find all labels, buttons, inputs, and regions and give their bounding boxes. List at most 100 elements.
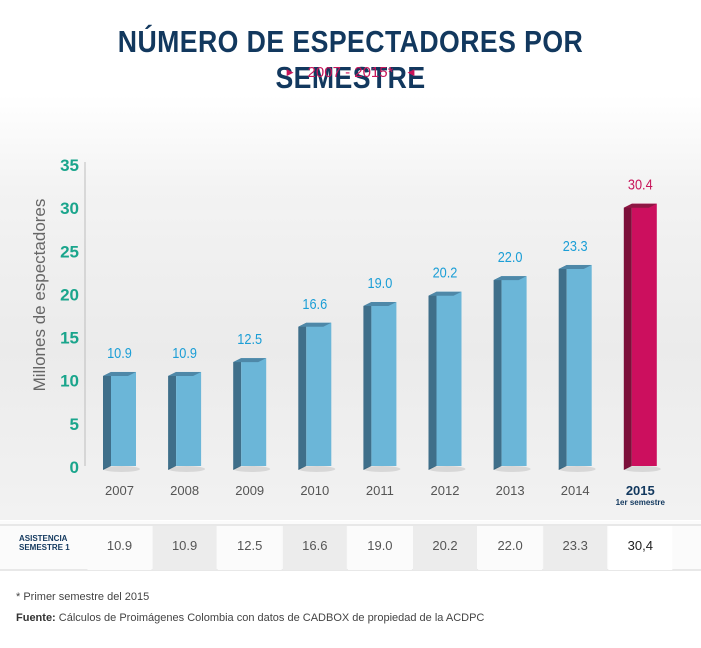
- x-tick-label: 2013: [496, 483, 525, 498]
- y-axis-title: Millones de espectadores: [30, 199, 49, 392]
- bar: [298, 322, 336, 472]
- x-tick-label: 2008: [170, 483, 199, 498]
- bar-front: [111, 371, 136, 466]
- table-cell: [478, 526, 543, 570]
- bar-shadow: [428, 466, 466, 472]
- bar: [103, 371, 140, 472]
- table-cell-value: 22.0: [497, 538, 522, 553]
- table-cell-value: 16.6: [302, 538, 327, 553]
- data-label: 16.6: [302, 295, 327, 312]
- bar: [168, 371, 206, 472]
- data-label: 10.9: [107, 344, 132, 361]
- bar-top: [493, 276, 527, 281]
- x-tick-label: 2014: [561, 483, 590, 498]
- bar-front: [566, 264, 592, 466]
- bar: [623, 203, 661, 472]
- y-tick-label: 15: [60, 329, 79, 348]
- subtitle-text: 2007 - 2015*: [307, 64, 394, 81]
- bar-front: [371, 302, 397, 466]
- arrow-right-icon: ▶: [286, 67, 294, 77]
- bar-top: [233, 358, 267, 363]
- table-cell-value: 10.9: [107, 538, 132, 553]
- bar-top: [623, 203, 657, 208]
- bar-side: [298, 322, 307, 470]
- notes: * Primer semestre del 2015 Fuente: Cálcu…: [16, 587, 484, 629]
- y-tick-label: 25: [60, 242, 79, 261]
- table-cell: [282, 526, 347, 570]
- arrow-left-icon: ◀: [407, 67, 415, 77]
- bar-top: [558, 264, 592, 269]
- y-tick-label: 20: [60, 285, 79, 304]
- bar: [493, 276, 531, 472]
- bar-front: [436, 291, 462, 466]
- bar-shadow: [623, 466, 661, 472]
- source-note: Fuente: Cálculos de Proimágenes Colombia…: [16, 608, 484, 629]
- bar-side: [103, 371, 111, 470]
- table-cell-value: 12.5: [237, 538, 262, 553]
- table-cell-value: 20.2: [432, 538, 457, 553]
- bar-top: [428, 291, 462, 296]
- table-cell: [543, 526, 608, 570]
- bar-side: [623, 203, 632, 471]
- bar-side: [493, 276, 502, 470]
- bar-front: [501, 276, 527, 466]
- data-label: 20.2: [433, 264, 458, 281]
- table-row-label: SEMESTRE 1: [19, 543, 70, 552]
- bar-top: [103, 371, 136, 376]
- bar-top: [363, 302, 397, 307]
- bar-top: [168, 371, 202, 376]
- bar: [363, 302, 401, 472]
- bar-shadow: [493, 466, 531, 472]
- bar-side: [168, 371, 177, 470]
- table-cell: [152, 526, 217, 570]
- page-subtitle: ▶ 2007 - 2015* ◀: [0, 64, 701, 81]
- table-cell-value: 23.3: [563, 538, 588, 553]
- x-tick-label: 2010: [300, 483, 329, 498]
- table-cell: [347, 526, 412, 570]
- table-cell-value: 10.9: [172, 538, 197, 553]
- bar-shadow: [363, 466, 401, 472]
- bar-front: [306, 322, 332, 466]
- footnote: * Primer semestre del 2015: [16, 591, 150, 603]
- bar-side: [233, 358, 242, 470]
- bar-side: [428, 291, 437, 470]
- table-cell-value: 30,4: [628, 538, 653, 553]
- table-cell-value: 19.0: [367, 538, 392, 553]
- data-label: 23.3: [563, 237, 588, 254]
- x-tick-label: 2007: [105, 483, 134, 498]
- y-tick-label: 0: [70, 458, 79, 477]
- x-tick-label: 2009: [235, 483, 264, 498]
- table-row-label: ASISTENCIA: [19, 534, 68, 543]
- data-label: 10.9: [172, 344, 197, 361]
- bar: [233, 358, 271, 472]
- bar-top: [298, 322, 332, 327]
- bar-front: [241, 358, 267, 466]
- bar-shadow: [103, 466, 140, 472]
- x-tick-label: 2015: [626, 483, 655, 498]
- bar-shadow: [233, 466, 271, 472]
- data-label: 12.5: [237, 330, 262, 347]
- table-cell: [413, 526, 477, 570]
- bar: [558, 264, 596, 472]
- table-cell: [87, 526, 152, 570]
- bar-side: [558, 264, 567, 470]
- bar-front: [176, 371, 202, 466]
- bar-shadow: [558, 466, 596, 472]
- y-tick-label: 5: [70, 415, 79, 434]
- y-tick-label: 35: [60, 156, 79, 175]
- page-title: NÚMERO DE ESPECTADORES POR SEMESTRE: [117, 24, 584, 95]
- source-label: Fuente:: [16, 612, 56, 624]
- source-text: Cálculos de Proimágenes Colombia con dat…: [55, 612, 485, 624]
- x-tick-sublabel: 1er semestre: [616, 498, 666, 507]
- bar-shadow: [168, 466, 206, 472]
- table-cell: [608, 526, 673, 570]
- bar: [428, 291, 466, 472]
- x-tick-label: 2011: [366, 483, 394, 498]
- bar-front: [631, 203, 657, 467]
- bar-side: [363, 302, 372, 470]
- table-cell: [217, 526, 282, 570]
- y-tick-label: 10: [60, 372, 79, 391]
- y-tick-label: 30: [60, 199, 79, 218]
- data-label: 22.0: [498, 248, 523, 265]
